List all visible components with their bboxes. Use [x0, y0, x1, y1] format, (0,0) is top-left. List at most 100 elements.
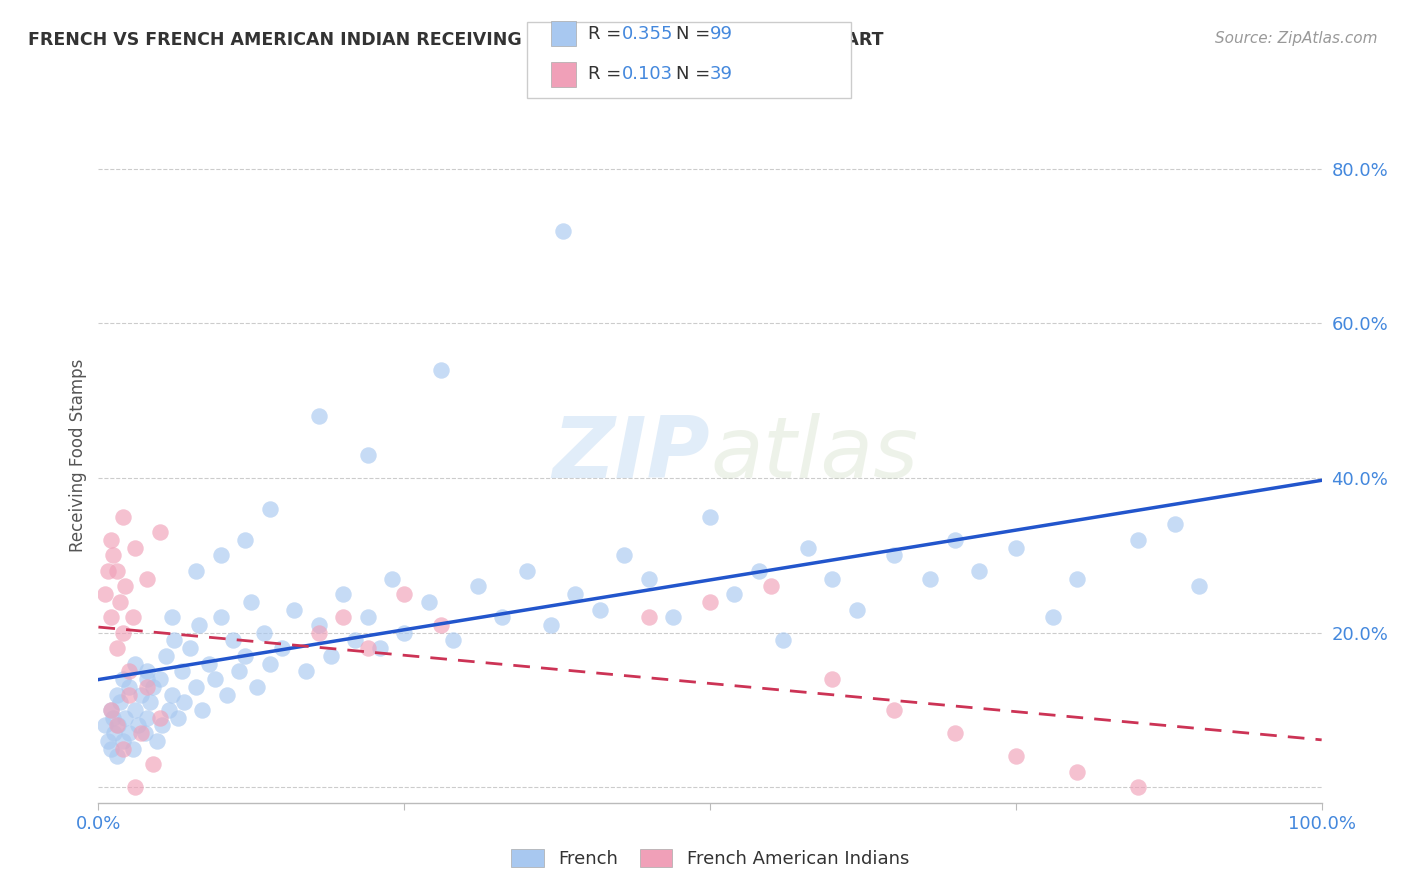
Point [344, 633, 367, 648]
Point [418, 595, 440, 609]
Point [491, 610, 513, 624]
Point [772, 633, 794, 648]
Point [157, 703, 180, 717]
Point [129, 688, 152, 702]
Point [139, 695, 162, 709]
Point [356, 641, 378, 656]
Point [356, 448, 378, 462]
Point [637, 610, 661, 624]
Point [93, 718, 115, 732]
Point [392, 587, 416, 601]
Point [1042, 610, 1064, 624]
Point [136, 672, 159, 686]
Point [430, 363, 453, 377]
Text: N =: N = [676, 25, 716, 43]
Point [222, 633, 245, 648]
Point [467, 579, 489, 593]
Point [1066, 572, 1088, 586]
Point [111, 509, 134, 524]
Point [381, 572, 404, 586]
Point [748, 564, 770, 578]
Point [173, 695, 195, 709]
Point [246, 680, 269, 694]
Point [111, 625, 134, 640]
Point [883, 703, 905, 717]
Point [259, 657, 281, 671]
Point [821, 672, 844, 686]
Point [1128, 533, 1150, 547]
Text: atlas: atlas [710, 413, 918, 497]
Point [392, 625, 416, 640]
Point [101, 711, 124, 725]
Point [97, 734, 120, 748]
Point [186, 564, 208, 578]
Y-axis label: Receiving Food Stamps: Receiving Food Stamps [69, 359, 87, 551]
Point [699, 509, 721, 524]
Point [155, 648, 177, 663]
Point [121, 610, 143, 624]
Point [150, 718, 173, 732]
Point [662, 610, 685, 624]
Point [160, 610, 183, 624]
Point [136, 572, 159, 586]
Point [100, 703, 122, 717]
Point [699, 595, 721, 609]
Point [209, 549, 232, 563]
Point [967, 564, 990, 578]
Text: R =: R = [588, 25, 627, 43]
Point [129, 726, 152, 740]
Point [233, 648, 256, 663]
Legend: French, French American Indians: French, French American Indians [502, 840, 918, 877]
Point [170, 665, 193, 679]
Point [111, 741, 134, 756]
Text: Source: ZipAtlas.com: Source: ZipAtlas.com [1215, 31, 1378, 46]
Text: R =: R = [588, 65, 627, 83]
Point [136, 711, 159, 725]
Point [515, 564, 537, 578]
Point [142, 757, 165, 772]
Point [332, 610, 354, 624]
Point [332, 587, 354, 601]
Point [920, 572, 942, 586]
Point [943, 533, 966, 547]
Point [845, 602, 868, 616]
Point [100, 703, 122, 717]
Point [160, 688, 183, 702]
Point [114, 579, 136, 593]
Point [93, 587, 115, 601]
Point [179, 641, 201, 656]
Point [110, 695, 132, 709]
Point [105, 641, 128, 656]
Point [308, 625, 330, 640]
Point [1128, 780, 1150, 795]
Point [186, 680, 208, 694]
Text: ZIP: ZIP [553, 413, 710, 497]
Point [124, 703, 146, 717]
Text: 99: 99 [710, 25, 733, 43]
Point [295, 665, 318, 679]
Point [191, 703, 214, 717]
Point [100, 610, 122, 624]
Point [146, 734, 169, 748]
Point [97, 564, 120, 578]
Text: 0.355: 0.355 [621, 25, 673, 43]
Point [589, 602, 612, 616]
Point [105, 718, 128, 732]
Point [105, 564, 128, 578]
Point [127, 718, 149, 732]
Point [308, 618, 330, 632]
Point [111, 734, 134, 748]
Text: FRENCH VS FRENCH AMERICAN INDIAN RECEIVING FOOD STAMPS CORRELATION CHART: FRENCH VS FRENCH AMERICAN INDIAN RECEIVI… [28, 31, 883, 49]
Point [368, 641, 391, 656]
Point [149, 711, 172, 725]
Point [228, 665, 250, 679]
Point [637, 572, 661, 586]
Point [121, 741, 143, 756]
Point [118, 680, 141, 694]
Point [943, 726, 966, 740]
Point [1004, 749, 1026, 764]
Point [883, 549, 905, 563]
Point [134, 726, 156, 740]
Point [761, 579, 783, 593]
Point [1188, 579, 1211, 593]
